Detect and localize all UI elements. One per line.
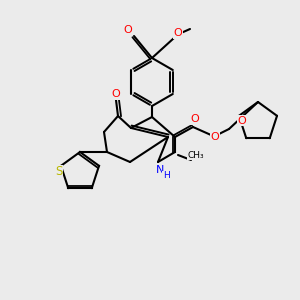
- Text: O: O: [211, 132, 219, 142]
- Text: O: O: [124, 25, 132, 35]
- Text: S: S: [55, 165, 63, 178]
- Text: N: N: [156, 165, 164, 175]
- Text: O: O: [238, 116, 246, 126]
- Text: O: O: [174, 28, 182, 38]
- Text: O: O: [112, 89, 120, 99]
- Text: CH₃: CH₃: [187, 151, 204, 160]
- Text: O: O: [190, 114, 200, 124]
- Text: H: H: [163, 172, 170, 181]
